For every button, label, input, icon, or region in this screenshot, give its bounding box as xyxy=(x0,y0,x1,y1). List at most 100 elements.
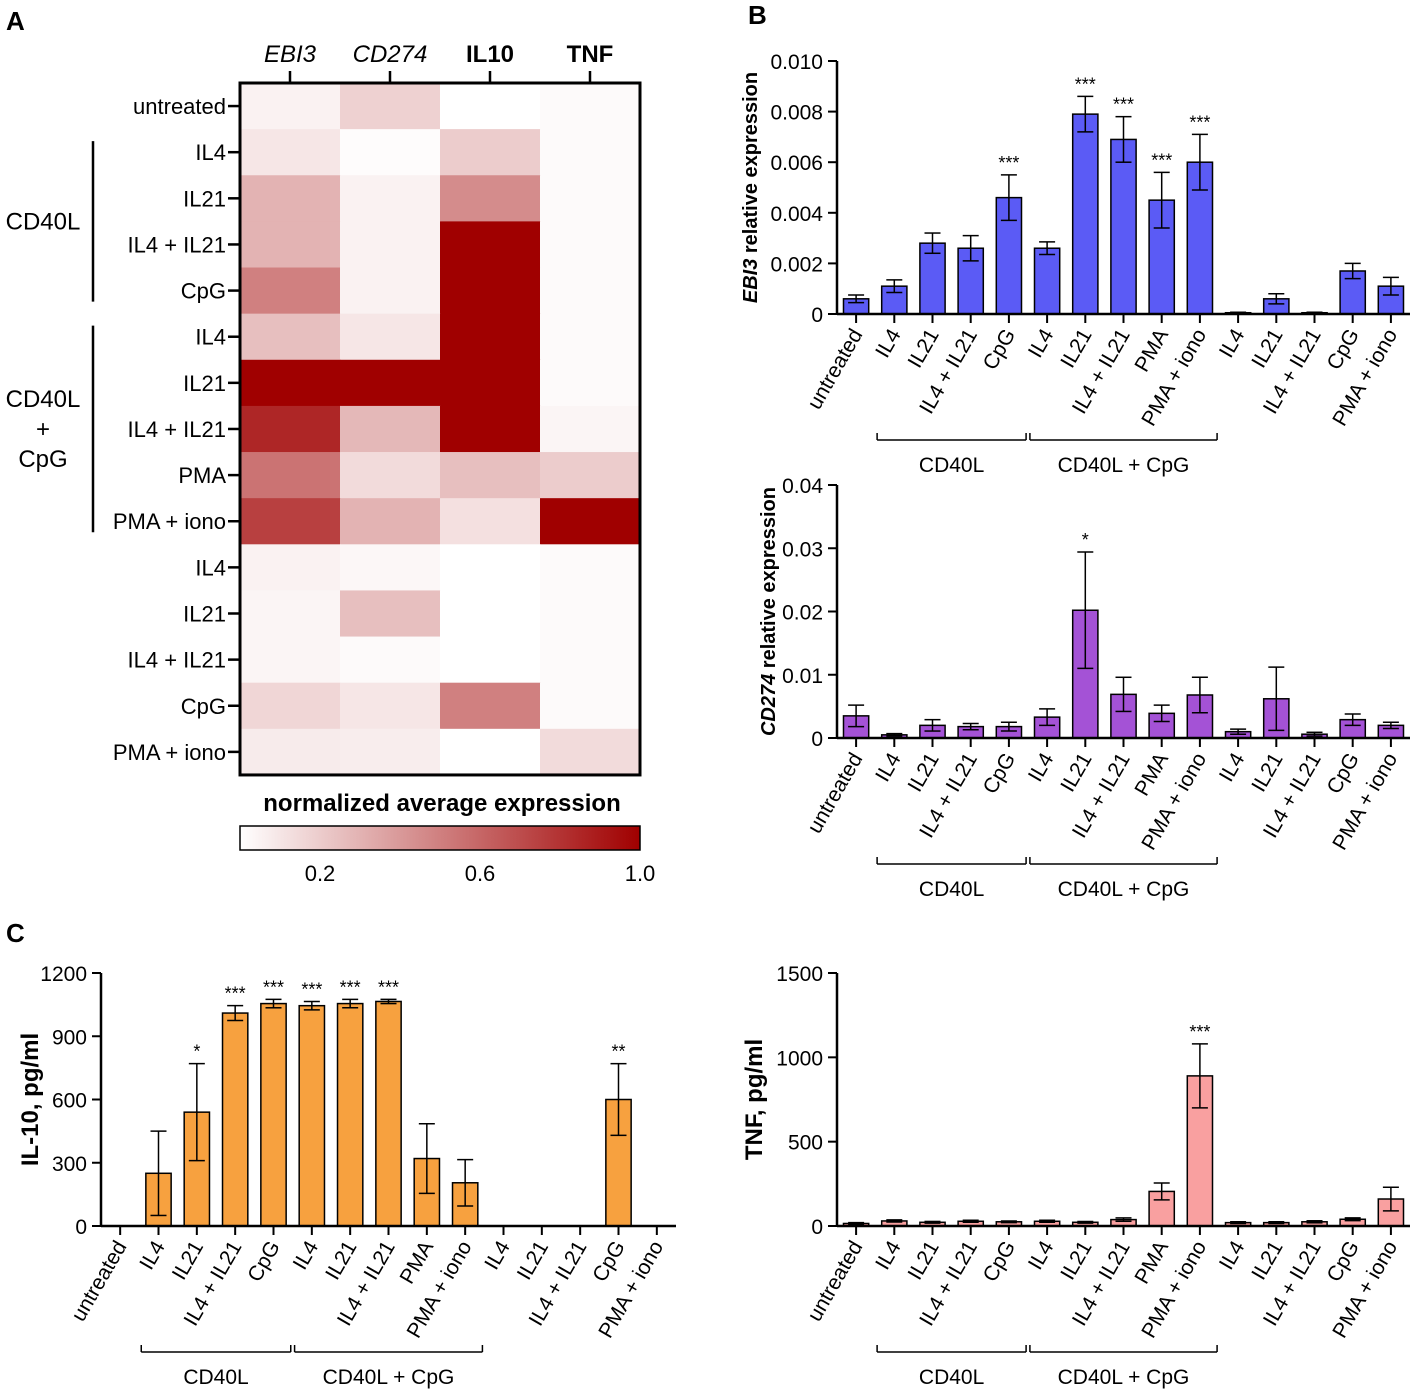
y-tick-label: 900 xyxy=(52,1026,87,1049)
heatmap-cell xyxy=(240,590,341,638)
colorbar-tick-label: 0.6 xyxy=(465,861,496,886)
x-tick-label: IL21 xyxy=(1247,325,1287,372)
heatmap-row-label: IL21 xyxy=(183,186,226,211)
bar-chart-ebi3: 0 0.002 0.004 0.006 0.008 0.010 EBI3 relative … xyxy=(740,51,1410,477)
x-tick-label: IL4 xyxy=(1215,749,1250,786)
x-tick-label: IL4 xyxy=(289,1237,324,1274)
x-tick-label: IL4 xyxy=(871,749,906,786)
heatmap-cell xyxy=(540,544,641,591)
x-tick-label: IL4 xyxy=(1024,749,1059,786)
y-tick-label: 600 xyxy=(52,1090,87,1113)
group-label: CD40L xyxy=(919,454,984,477)
y-axis-label: TNF, pg/ml xyxy=(741,1039,768,1160)
heatmap-cell xyxy=(340,590,441,638)
heatmap-row-label: PMA xyxy=(178,463,226,488)
y-tick-label: 0 xyxy=(75,1216,87,1239)
y-tick-label: 500 xyxy=(788,1132,823,1155)
x-tick-label: IL4 xyxy=(871,325,906,362)
y-tick-label: 300 xyxy=(52,1153,87,1176)
bar xyxy=(260,1002,287,1227)
heatmap-cell xyxy=(440,129,541,176)
x-tick-label: untreated xyxy=(803,1237,867,1325)
heatmap-cell xyxy=(340,129,441,176)
heatmap-cell xyxy=(240,129,341,176)
x-tick-label: IL4 xyxy=(135,1237,170,1274)
group-label: CD40L + CpG xyxy=(1058,878,1190,901)
group-label: CD40L + CpG xyxy=(323,1366,455,1389)
heatmap-cell xyxy=(240,682,341,730)
x-tick-label: untreated xyxy=(803,749,867,837)
heatmap-cell xyxy=(440,313,541,361)
heatmap-group-label: CD40L xyxy=(6,208,81,235)
y-axis-label: EBI3 relative expression xyxy=(740,72,762,303)
heatmap-row-label: PMA + iono xyxy=(113,740,226,765)
y-axis-label-text: TNF, pg/ml xyxy=(741,1039,768,1160)
heatmap-row-label: IL4 + IL21 xyxy=(128,417,226,442)
heatmap-row-label: IL21 xyxy=(183,371,226,396)
significance-label: *** xyxy=(340,977,361,997)
x-tick-label: IL21 xyxy=(1056,749,1096,796)
y-tick-label: 0.002 xyxy=(770,253,823,276)
x-tick-label: IL4 xyxy=(1215,325,1250,362)
heatmap-cell xyxy=(340,498,441,545)
x-tick-label: IL4 xyxy=(1215,1237,1250,1274)
y-axis-label: CD274 relative expression xyxy=(758,487,780,736)
heatmap-row-label: CpG xyxy=(181,279,226,304)
x-tick-label: untreated xyxy=(803,325,867,413)
heatmap-cell xyxy=(340,636,441,684)
heatmap-group-label: CpG xyxy=(18,446,67,473)
x-tick-label: IL21 xyxy=(903,1237,943,1284)
heatmap-group-label: CD40L xyxy=(6,386,81,413)
heatmap-cell xyxy=(240,359,341,407)
heatmap-cell xyxy=(440,498,541,545)
group-label: CD40L xyxy=(919,878,984,901)
x-tick-label: CpG xyxy=(979,1237,1021,1286)
heatmap-cell xyxy=(540,498,641,545)
heatmap-cell xyxy=(540,728,641,776)
heatmap-group-label: + xyxy=(36,416,50,443)
significance-label: *** xyxy=(225,984,246,1004)
heatmap-cell xyxy=(540,359,641,407)
significance-label: ** xyxy=(611,1042,625,1062)
heatmap-row-label: untreated xyxy=(133,94,226,119)
heatmap-cell xyxy=(340,682,441,730)
group-label: CD40L + CpG xyxy=(1058,454,1190,477)
y-tick-label: 0 xyxy=(811,1216,823,1239)
y-tick-label: 1500 xyxy=(776,963,823,986)
heatmap-cell xyxy=(240,728,341,776)
heatmap-cell xyxy=(440,83,541,130)
bar xyxy=(919,242,946,315)
x-tick-label: IL4 xyxy=(1024,325,1059,362)
significance-label: *** xyxy=(263,977,284,997)
y-tick-label: 0.04 xyxy=(782,475,823,498)
y-tick-label: 0.010 xyxy=(770,51,823,74)
y-axis-label-gene: CD274 xyxy=(758,674,780,736)
group-label: CD40L xyxy=(919,1366,984,1389)
heatmap-cell xyxy=(540,682,641,730)
y-tick-label: 0.03 xyxy=(782,538,823,561)
heatmap-cell xyxy=(540,129,641,176)
x-tick-label: IL4 xyxy=(871,1237,906,1274)
heatmap-cell xyxy=(440,267,541,315)
group-label: CD40L + CpG xyxy=(1058,1366,1190,1389)
heatmap-cell xyxy=(440,682,541,730)
heatmap-row-label: IL4 xyxy=(195,325,226,350)
heatmap-row-label: IL21 xyxy=(183,601,226,626)
panel-label-c: C xyxy=(6,918,25,948)
x-tick-label: CpG xyxy=(979,749,1021,798)
significance-label: *** xyxy=(1113,95,1134,115)
heatmap-row-label: IL4 xyxy=(195,555,226,580)
y-tick-label: 0 xyxy=(811,304,823,327)
x-tick-label: IL21 xyxy=(168,1237,208,1284)
y-axis-label-text: relative expression xyxy=(758,487,780,674)
heatmap-cell xyxy=(440,359,541,407)
y-tick-label: 0.01 xyxy=(782,665,823,688)
heatmap-cell xyxy=(540,452,641,499)
heatmap-cell xyxy=(440,728,541,776)
bar xyxy=(1033,247,1061,315)
heatmap-cell xyxy=(240,83,341,130)
heatmap-column-label: IL10 xyxy=(466,41,514,68)
heatmap-cell xyxy=(240,636,341,684)
